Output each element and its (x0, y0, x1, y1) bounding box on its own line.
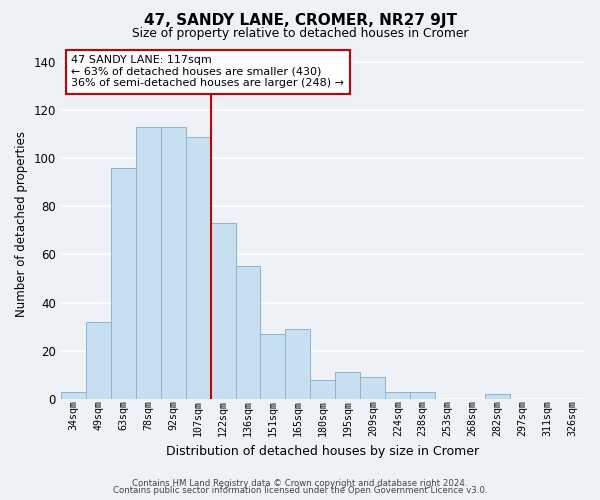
Y-axis label: Number of detached properties: Number of detached properties (15, 132, 28, 318)
Bar (260, 334, 286, 399)
Bar (236, 266, 260, 399)
Text: Size of property relative to detached houses in Cromer: Size of property relative to detached ho… (132, 28, 468, 40)
Bar (86, 322, 111, 399)
Bar (211, 223, 236, 399)
Bar (136, 127, 161, 399)
Bar (335, 372, 361, 399)
Text: 47, SANDY LANE, CROMER, NR27 9JT: 47, SANDY LANE, CROMER, NR27 9JT (143, 12, 457, 28)
Text: 47 SANDY LANE: 117sqm
← 63% of detached houses are smaller (430)
36% of semi-det: 47 SANDY LANE: 117sqm ← 63% of detached … (71, 55, 344, 88)
Text: Contains public sector information licensed under the Open Government Licence v3: Contains public sector information licen… (113, 486, 487, 495)
Text: Contains HM Land Registry data © Crown copyright and database right 2024.: Contains HM Land Registry data © Crown c… (132, 478, 468, 488)
Bar (485, 394, 510, 399)
Bar (385, 392, 410, 399)
Bar (310, 380, 335, 399)
Bar (161, 127, 185, 399)
X-axis label: Distribution of detached houses by size in Cromer: Distribution of detached houses by size … (166, 444, 479, 458)
Bar (410, 392, 435, 399)
Bar (286, 329, 310, 399)
Bar (111, 168, 136, 399)
Bar (185, 136, 211, 399)
Bar (361, 377, 385, 399)
Bar (61, 392, 86, 399)
